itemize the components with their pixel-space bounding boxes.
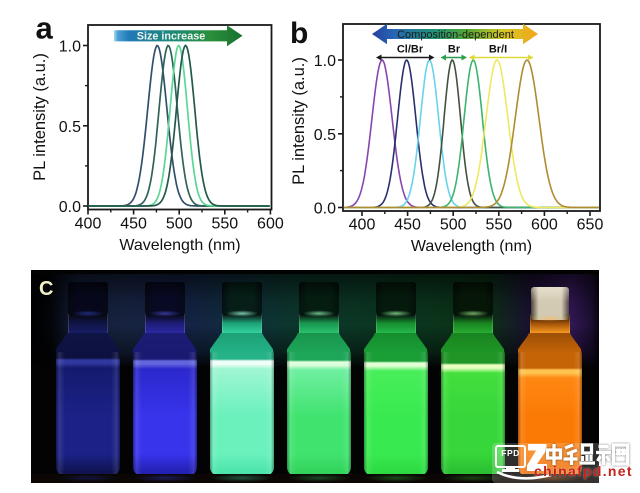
svg-text:PL intensity (a.u.): PL intensity (a.u.) bbox=[31, 53, 49, 181]
svg-text:Wavelength (nm): Wavelength (nm) bbox=[119, 237, 240, 254]
svg-text:450: 450 bbox=[394, 217, 421, 234]
svg-text:0.5: 0.5 bbox=[59, 119, 81, 136]
svg-text:Br/I: Br/I bbox=[489, 44, 507, 56]
svg-text:550: 550 bbox=[485, 217, 512, 234]
svg-text:0.0: 0.0 bbox=[314, 201, 336, 218]
svg-text:0.5: 0.5 bbox=[314, 127, 336, 144]
svg-text:Size increase: Size increase bbox=[137, 31, 205, 43]
svg-text:600: 600 bbox=[257, 216, 284, 233]
svg-text:a: a bbox=[36, 11, 54, 46]
svg-text:550: 550 bbox=[211, 216, 238, 233]
svg-text:Composition-dependent: Composition-dependent bbox=[397, 29, 514, 41]
svg-text:500: 500 bbox=[166, 216, 193, 233]
svg-text:Br: Br bbox=[448, 44, 461, 56]
svg-text:1.0: 1.0 bbox=[314, 53, 336, 70]
svg-text:400: 400 bbox=[349, 217, 376, 234]
svg-text:0.0: 0.0 bbox=[59, 199, 81, 216]
svg-text:650: 650 bbox=[577, 217, 604, 234]
svg-text:Wavelength (nm): Wavelength (nm) bbox=[411, 238, 532, 255]
svg-text:450: 450 bbox=[120, 216, 147, 233]
svg-text:1.0: 1.0 bbox=[59, 39, 81, 56]
svg-text:b: b bbox=[290, 17, 308, 50]
svg-text:600: 600 bbox=[531, 217, 558, 234]
svg-text:500: 500 bbox=[440, 217, 467, 234]
svg-text:Cl/Br: Cl/Br bbox=[397, 44, 424, 56]
svg-text:400: 400 bbox=[75, 216, 102, 233]
svg-text:PL intensity (a.u.): PL intensity (a.u.) bbox=[290, 57, 308, 185]
